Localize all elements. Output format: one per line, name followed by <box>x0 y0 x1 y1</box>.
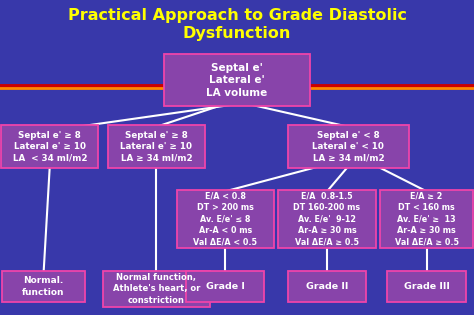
Text: Septal e' < 8
Lateral e' < 10
LA ≥ 34 ml/m2: Septal e' < 8 Lateral e' < 10 LA ≥ 34 ml… <box>312 130 384 163</box>
FancyBboxPatch shape <box>380 190 473 248</box>
FancyBboxPatch shape <box>278 190 375 248</box>
Text: Septal e' ≥ 8
Lateral e' ≥ 10
LA ≥ 34 ml/m2: Septal e' ≥ 8 Lateral e' ≥ 10 LA ≥ 34 ml… <box>120 130 192 163</box>
FancyBboxPatch shape <box>288 125 409 168</box>
Text: Normal function,
Athlete's heart, or
constriction: Normal function, Athlete's heart, or con… <box>113 273 200 305</box>
Text: Septal e'
Lateral e'
LA volume: Septal e' Lateral e' LA volume <box>206 62 268 98</box>
FancyBboxPatch shape <box>2 271 85 302</box>
Text: E/A < 0.8
DT > 200 ms
Av. E/e' ≤ 8
Ar-A < 0 ms
Val ΔE/A < 0.5: E/A < 0.8 DT > 200 ms Av. E/e' ≤ 8 Ar-A … <box>193 192 257 246</box>
Text: Grade II: Grade II <box>306 282 348 291</box>
FancyBboxPatch shape <box>164 54 310 106</box>
FancyBboxPatch shape <box>387 271 465 302</box>
Text: E/A ≥ 2
DT < 160 ms
Av. E/e' ≥  13
Ar-A ≥ 30 ms
Val ΔE/A ≥ 0.5: E/A ≥ 2 DT < 160 ms Av. E/e' ≥ 13 Ar-A ≥… <box>394 192 459 246</box>
FancyBboxPatch shape <box>186 271 264 302</box>
Text: Normal.
function: Normal. function <box>22 277 65 297</box>
Text: Grade III: Grade III <box>404 282 449 291</box>
FancyBboxPatch shape <box>108 125 205 168</box>
Text: Practical Approach to Grade Diastolic
Dysfunction: Practical Approach to Grade Diastolic Dy… <box>67 8 407 42</box>
Text: E/A  0.8-1.5
DT 160-200 ms
Av. E/e'  9-12
Ar-A ≥ 30 ms
Val ΔE/A ≥ 0.5: E/A 0.8-1.5 DT 160-200 ms Av. E/e' 9-12 … <box>293 192 361 246</box>
FancyBboxPatch shape <box>1 125 99 168</box>
Text: Septal e' ≥ 8
Lateral e' ≥ 10
LA  < 34 ml/m2: Septal e' ≥ 8 Lateral e' ≥ 10 LA < 34 ml… <box>12 130 87 163</box>
FancyBboxPatch shape <box>288 271 366 302</box>
Text: Grade I: Grade I <box>206 282 245 291</box>
FancyBboxPatch shape <box>103 271 210 307</box>
FancyBboxPatch shape <box>176 190 273 248</box>
